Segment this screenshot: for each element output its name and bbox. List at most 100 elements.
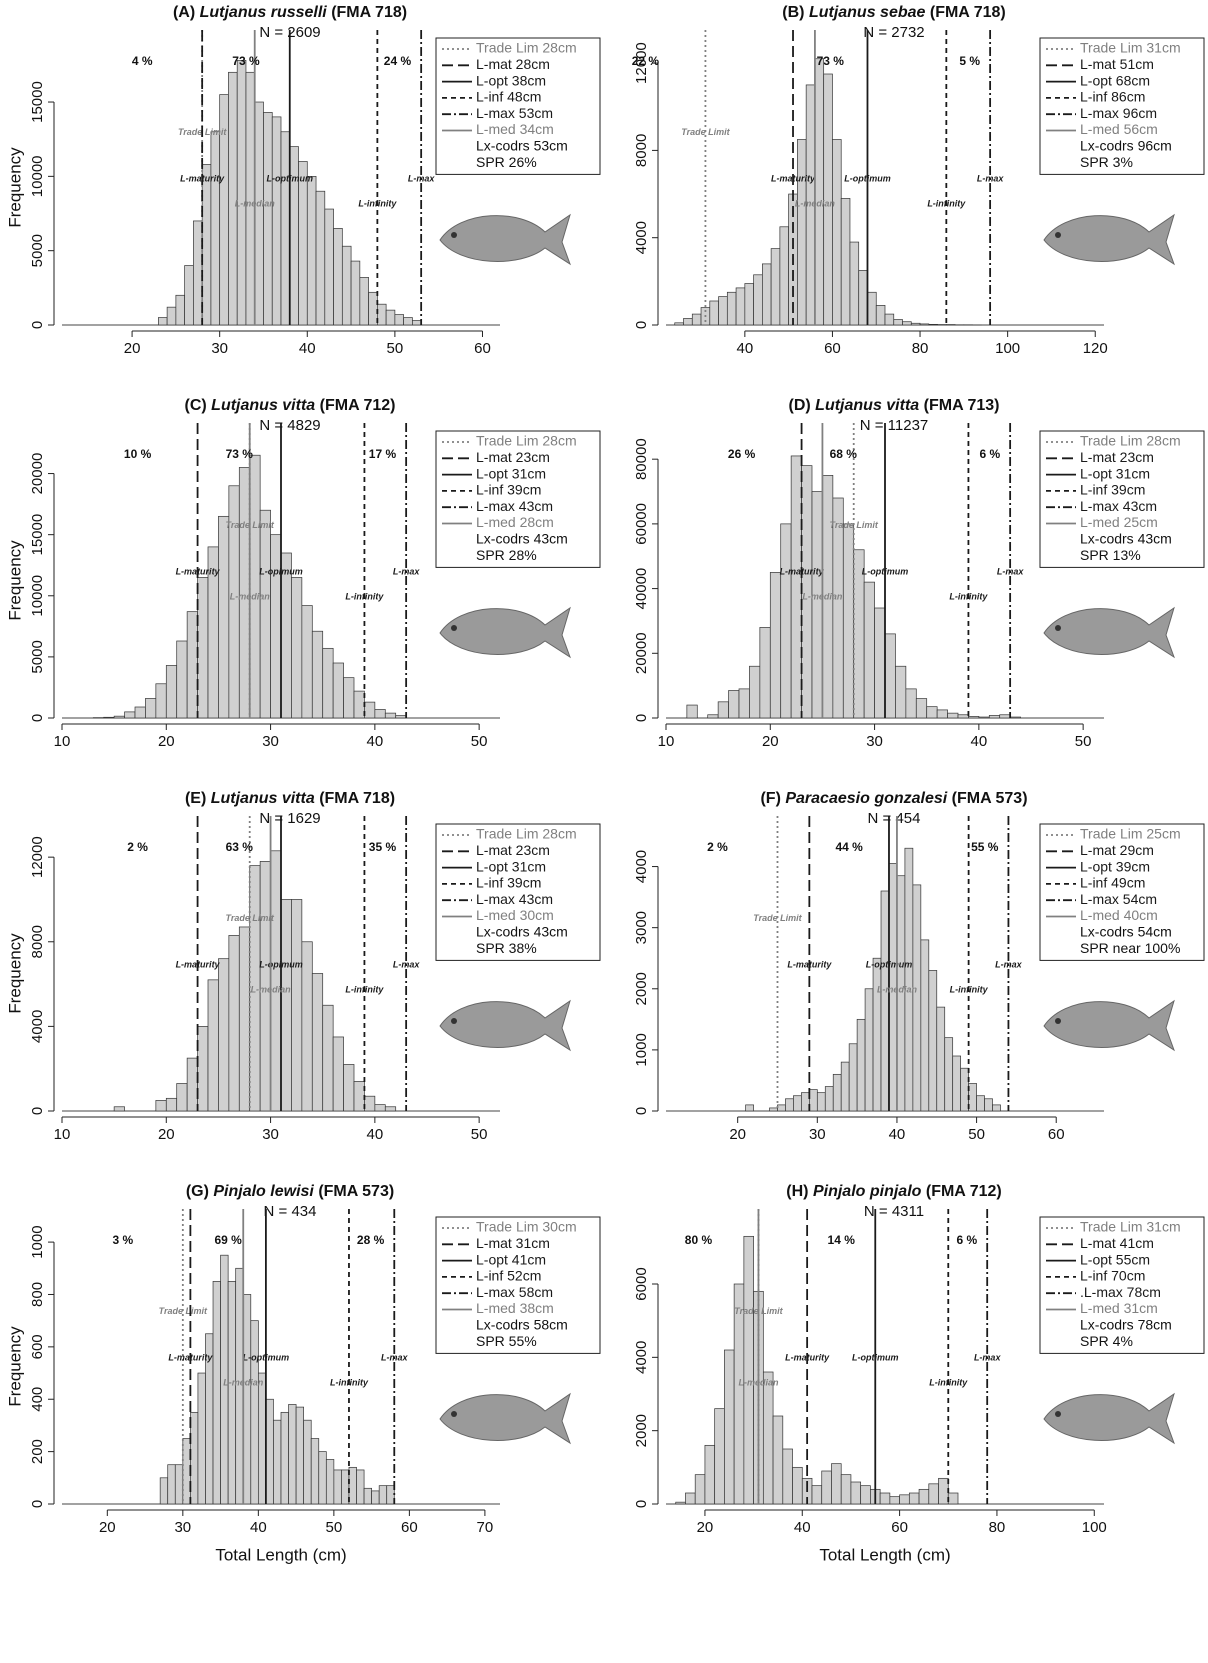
x-tick-label: 50 <box>968 1126 985 1143</box>
line-label: L-opimum <box>259 960 303 970</box>
bar <box>674 322 684 326</box>
bar <box>322 1004 334 1112</box>
bar <box>186 611 198 719</box>
bar <box>772 1415 784 1505</box>
bar <box>270 850 282 1112</box>
legend-label: L-mat 31cm <box>476 1235 550 1251</box>
bar <box>785 1098 794 1112</box>
bar <box>759 627 771 719</box>
bar <box>295 1406 305 1505</box>
bar <box>848 1043 858 1112</box>
panel: (E) Lutjanus vitta (FMA 718) N = 1629 Freq… <box>5 790 601 1143</box>
bar <box>988 715 1001 719</box>
bar <box>394 314 404 326</box>
y-axis-label: Frequency <box>5 933 24 1014</box>
y-tick-label: 4000 <box>633 850 650 883</box>
panel: (A) Lutjanus russelli (FMA 718)N = 2609F… <box>5 4 601 357</box>
bar <box>280 1411 289 1505</box>
x-tick-label: 10 <box>54 1126 71 1143</box>
line-label: L-median <box>251 984 292 994</box>
x-tick-label: 40 <box>250 1519 267 1536</box>
y-tick-label: 200 <box>29 1439 46 1464</box>
region-percent: 17 % <box>369 447 397 461</box>
x-axis-label: Total Length (cm) <box>215 1545 346 1564</box>
fish-illustration <box>1043 999 1175 1052</box>
legend-label: Trade Lim 31cm <box>1080 40 1181 56</box>
bar <box>707 714 719 719</box>
bar <box>250 1320 259 1505</box>
region-percent: 14 % <box>828 1233 856 1247</box>
x-tick-label: 30 <box>174 1519 191 1536</box>
x-tick-label: 60 <box>1048 1126 1065 1143</box>
bar <box>724 1349 735 1505</box>
line-label: L-optimum <box>852 1353 899 1363</box>
line-label: L-infinity <box>345 984 384 994</box>
region-percent: 73 % <box>817 54 845 68</box>
bar <box>145 698 157 719</box>
region-percent: 73 % <box>226 447 254 461</box>
y-tick-label: 1000 <box>29 1225 46 1258</box>
x-tick-label: 30 <box>809 1126 826 1143</box>
line-label: L-infinity <box>358 198 397 208</box>
legend-note: Lx-codrs 96cm <box>1080 138 1172 154</box>
panel: (C) Lutjanus vitta (FMA 712)N = 4829Freq… <box>5 397 601 750</box>
bar <box>374 1104 386 1112</box>
panel: (G) Pinjalo lewisi (FMA 573)N = 434Frequ… <box>5 1183 601 1564</box>
y-axis-label: Frequency <box>5 540 24 621</box>
species: Pinjalo lewisi <box>213 1183 314 1200</box>
bar <box>386 1485 395 1505</box>
x-tick-label: 40 <box>299 340 316 357</box>
bar <box>743 1235 754 1505</box>
bar <box>377 303 387 326</box>
line-label: L-opimum <box>259 567 303 577</box>
y-tick-label: 0 <box>29 1500 46 1508</box>
line-label: L-maturity <box>180 174 225 184</box>
region-percent: 6 % <box>979 447 1000 461</box>
panel-title: (G) Pinjalo lewisi (FMA 573) <box>186 1183 394 1200</box>
legend-label: L-opt 31cm <box>1080 465 1150 481</box>
region-percent: 44 % <box>835 840 863 854</box>
bar <box>893 319 903 326</box>
line-label: L-max <box>974 1353 1002 1363</box>
panel-title: (A) Lutjanus russelli (FMA 718) <box>173 4 407 21</box>
panel: (D) Lutjanus vitta (FMA 713) N = 11237 0 20… <box>633 397 1205 750</box>
region-percent: 5 % <box>959 54 980 68</box>
bar <box>257 1372 267 1505</box>
x-tick-label: 20 <box>697 1519 714 1536</box>
bar <box>879 1492 891 1505</box>
bar <box>718 296 728 326</box>
fish-eye <box>1055 1018 1061 1024</box>
x-tick-label: 40 <box>367 733 384 750</box>
bar <box>840 1474 852 1505</box>
bar <box>928 970 938 1112</box>
title-prefix: (B) <box>782 4 804 21</box>
bar <box>744 283 754 326</box>
panel: (B) Lutjanus sebae (FMA 718) N = 2732 0 400… <box>632 4 1205 357</box>
bar <box>197 1372 206 1505</box>
y-tick-label: 12000 <box>633 42 650 84</box>
bar <box>343 1064 355 1112</box>
bar <box>749 665 761 719</box>
legend-note: SPR 4% <box>1080 1333 1133 1349</box>
bar <box>412 320 422 326</box>
bar <box>704 1444 716 1505</box>
x-tick-label: 40 <box>367 1126 384 1143</box>
bar <box>947 1492 959 1505</box>
title-suffix: (FMA 713) <box>924 397 1000 414</box>
y-tick-label: 800 <box>29 1282 46 1307</box>
bar <box>210 131 221 326</box>
bar <box>960 1067 969 1112</box>
legend-label: L-mat 28cm <box>476 56 550 72</box>
bar <box>801 1092 810 1112</box>
bar <box>864 988 874 1112</box>
legend-label: L-inf 39cm <box>1080 482 1145 498</box>
legend-label: L-med 56cm <box>1080 121 1158 137</box>
bar <box>384 712 397 719</box>
legend-box <box>435 1216 601 1354</box>
bar <box>976 1095 985 1112</box>
bar <box>685 1492 696 1505</box>
legend-note: Lx-codrs 58cm <box>476 1317 568 1333</box>
bar <box>322 647 334 719</box>
bar <box>134 706 146 719</box>
bar <box>306 176 317 326</box>
